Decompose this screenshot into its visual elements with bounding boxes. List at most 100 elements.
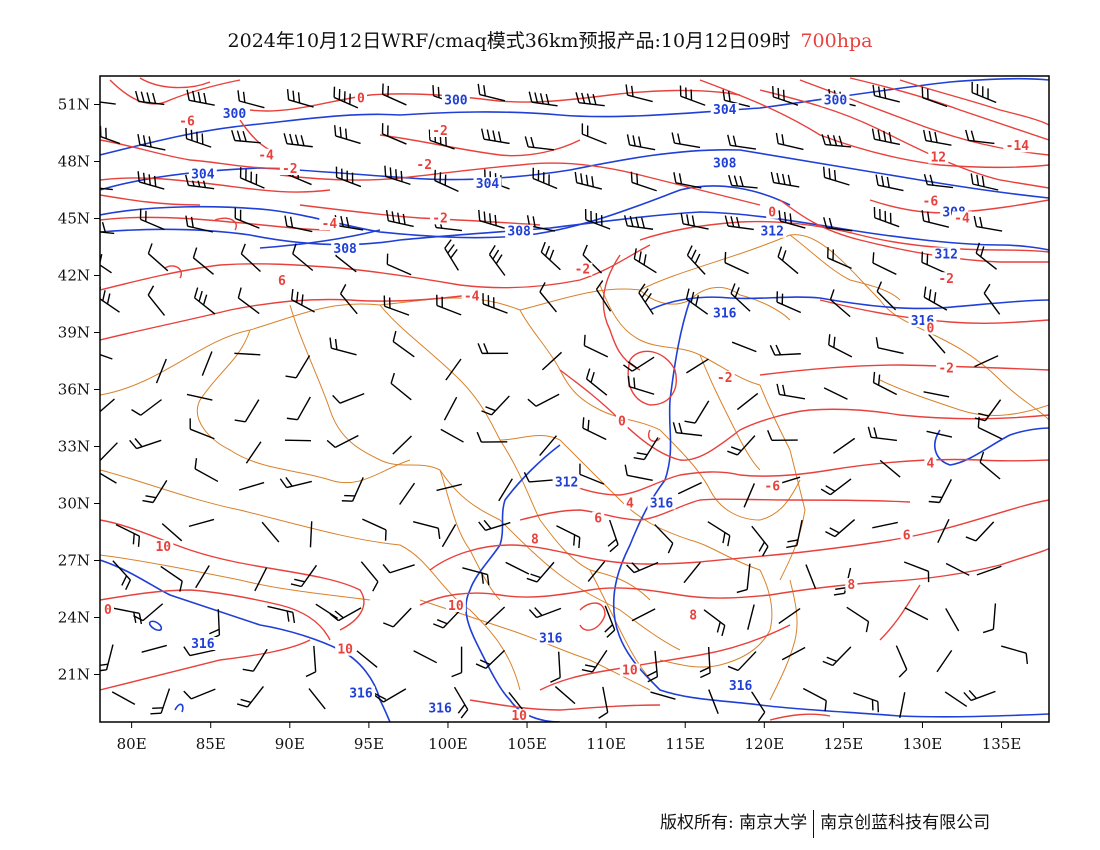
wind-barb	[482, 293, 508, 314]
wind-barb	[131, 399, 162, 416]
wind-barb	[630, 171, 657, 192]
contour-label-bg	[319, 217, 340, 231]
wind-barb	[833, 437, 856, 454]
wind-barb	[778, 210, 806, 229]
contour-label: 6	[594, 512, 602, 527]
contour-label-bg	[346, 686, 375, 700]
wind-barb	[822, 646, 852, 667]
wind-barb	[290, 564, 318, 588]
wind-barb	[142, 480, 168, 504]
wind-barb	[292, 243, 314, 272]
lon-tick-label: 85E	[196, 735, 226, 753]
contour-label-bg	[845, 578, 858, 592]
temperature-contour-labels: -6 0 -2 -4 -2 -2 -4 -2 0 12 -14 -6 -4 -2 -2 6 -4 0 -2 -2 0 4 -…	[101, 91, 1032, 722]
wind-barb	[286, 89, 314, 108]
wind-barb	[631, 608, 656, 622]
wind-barb	[607, 519, 619, 553]
wind-barb	[238, 481, 265, 491]
contour-label-bg	[441, 93, 470, 107]
wind-barb	[724, 251, 749, 275]
wind-barb	[160, 565, 183, 592]
wind-barb	[362, 518, 387, 541]
wind-barb	[436, 294, 462, 316]
wind-barb	[872, 371, 898, 396]
wind-barb	[139, 208, 165, 231]
wind-barb	[708, 689, 719, 715]
wind-barb	[786, 519, 803, 549]
contour-label-bg	[335, 642, 356, 656]
wind-barb	[254, 567, 268, 592]
contour-label: -2	[432, 124, 448, 139]
contour-label-bg	[936, 272, 957, 286]
contour-label: -14	[1006, 139, 1030, 154]
contour-label: 308	[333, 242, 357, 257]
wind-barb	[231, 129, 261, 144]
wind-barb	[626, 134, 656, 151]
wind-barb	[523, 471, 556, 483]
wind-barb	[115, 523, 141, 547]
contour-label-bg	[354, 91, 367, 105]
contour-label-bg	[952, 211, 973, 225]
wind-barb	[627, 375, 655, 395]
wind-barb	[686, 245, 706, 275]
wind-barb	[822, 166, 850, 186]
contour-label-bg	[176, 114, 197, 128]
wind-barb	[279, 476, 313, 489]
wind-barb	[574, 171, 603, 190]
wind-barb	[485, 606, 506, 626]
wind-barb	[974, 355, 999, 368]
wind-barb	[872, 521, 898, 529]
wind-barb	[829, 289, 851, 318]
wind-barb	[383, 607, 412, 628]
wind-barb	[100, 101, 116, 105]
lat-tick-label: 36N	[58, 381, 90, 399]
contour-label: 8	[689, 609, 697, 624]
contour-label: -6	[923, 194, 939, 209]
contour-label-bg	[710, 103, 739, 117]
wind-barb	[193, 287, 216, 315]
contour-label-bg	[552, 475, 581, 489]
contour-label: -2	[938, 362, 954, 377]
wind-barb	[481, 395, 510, 416]
wind-barb	[335, 166, 362, 188]
wind-barb	[650, 691, 676, 700]
wind-barb	[433, 608, 462, 629]
wind-barb	[475, 649, 506, 669]
contour-label-bg	[188, 637, 217, 650]
wind-barb	[440, 428, 464, 443]
wind-barb	[625, 84, 653, 103]
wind-barb	[239, 167, 265, 189]
wind-barb	[100, 644, 114, 672]
contour-label: 6	[903, 529, 911, 544]
contour-label-bg	[920, 194, 941, 208]
contour-label: 0	[357, 92, 365, 107]
contour-label: 316	[729, 679, 753, 694]
wind-barb	[329, 607, 362, 622]
wind-barb	[185, 127, 212, 148]
lat-tick-label: 24N	[58, 609, 90, 627]
wind-barb	[583, 334, 609, 358]
contour-label: 308	[713, 156, 737, 171]
lon-tick-label: 90E	[275, 735, 305, 753]
map-frame	[99, 75, 1050, 723]
contour-label-bg	[932, 247, 961, 261]
contour-label: 316	[539, 631, 563, 646]
copyright-footer: 版权所有: 南京大学 南京创蓝科技有限公司	[660, 808, 990, 838]
wind-barb	[339, 284, 358, 315]
wind-barb	[672, 422, 703, 437]
contour-label-bg	[331, 241, 360, 255]
wind-barb	[185, 215, 214, 233]
wind-barb	[853, 692, 880, 713]
wind-barb	[445, 358, 462, 381]
contour-label-bg	[220, 106, 249, 120]
wind-barb	[195, 565, 210, 589]
wind-barb	[776, 383, 806, 400]
contour-label-bg	[430, 211, 451, 225]
contour-label: 10	[337, 643, 353, 658]
contour-label-bg	[647, 496, 676, 510]
contour-label: 0	[768, 206, 776, 221]
wind-barb	[699, 646, 711, 679]
wind-barb	[770, 171, 800, 188]
wind-barb	[750, 689, 766, 722]
wind-barb	[970, 173, 999, 191]
